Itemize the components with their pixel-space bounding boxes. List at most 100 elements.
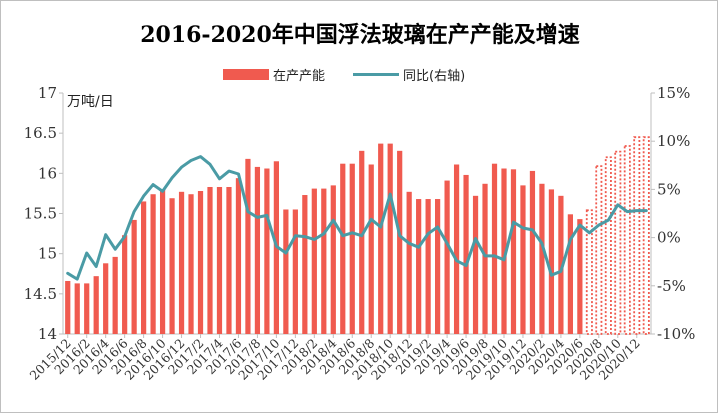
yoy-point: [417, 246, 420, 249]
bar-projected: [642, 136, 650, 335]
yoy-point: [113, 247, 117, 251]
bar: [131, 219, 137, 334]
line-series: [66, 155, 648, 281]
bar: [529, 170, 536, 334]
bar: [159, 189, 166, 334]
bar: [235, 178, 242, 334]
yoy-point: [379, 225, 382, 229]
yoy-point: [616, 203, 620, 207]
bar: [539, 183, 545, 334]
yoy-point: [455, 259, 458, 262]
yoy-point: [303, 235, 307, 238]
bar: [84, 283, 90, 334]
y-tick-label-left: 14.5: [24, 285, 57, 303]
bar: [359, 150, 365, 334]
bar: [501, 168, 507, 334]
yoy-point: [521, 226, 525, 230]
bar: [406, 191, 412, 334]
yoy-point: [189, 159, 193, 162]
bar: [93, 276, 99, 334]
yoy-point: [237, 172, 240, 176]
bar: [387, 143, 393, 334]
yoy-point: [540, 242, 544, 245]
yoy-point: [578, 223, 582, 227]
bar: [491, 163, 498, 334]
yoy-point: [85, 251, 88, 255]
bar: [558, 195, 564, 334]
legend-label-line: 同比(右轴): [403, 69, 465, 84]
yoy-point: [275, 245, 278, 248]
bar: [397, 150, 403, 334]
bar: [150, 194, 156, 334]
yoy-point: [464, 264, 468, 267]
yoy-point: [531, 228, 534, 232]
yoy-point: [407, 242, 411, 245]
bar: [577, 219, 583, 334]
yoy-point: [66, 272, 69, 275]
yoy-point: [208, 163, 212, 166]
bar: [567, 214, 573, 334]
bar: [207, 186, 213, 334]
legend-swatch-bar: [223, 69, 269, 80]
yoy-point: [227, 169, 231, 173]
yoy-line: [66, 155, 648, 281]
y-tick-label-left: 16.5: [24, 124, 57, 142]
bar: [216, 186, 223, 334]
y-tick-label-right: 0%: [657, 229, 681, 247]
yoy-point: [170, 176, 174, 180]
yoy-point: [256, 216, 259, 219]
bar: [302, 195, 308, 334]
bar: [169, 198, 175, 334]
bar-projected: [623, 145, 631, 335]
bar: [340, 163, 346, 334]
bar: [245, 158, 251, 334]
yoy-point: [246, 210, 250, 213]
bar: [444, 180, 450, 334]
y-tick-label-left: 15: [38, 245, 57, 263]
yoy-point: [607, 219, 610, 222]
bar: [65, 280, 71, 334]
y-tick-label-left: 15.5: [24, 205, 57, 223]
yoy-point: [474, 237, 477, 240]
bar: [188, 194, 194, 334]
yoy-point: [426, 232, 430, 235]
yoy-point: [94, 265, 98, 268]
bar: [416, 199, 422, 334]
yoy-point: [265, 214, 269, 217]
yoy-point: [436, 225, 439, 229]
yoy-point: [151, 183, 155, 186]
legend: 在产产能 同比(右轴): [223, 69, 465, 84]
yoy-point: [569, 238, 572, 241]
bar: [321, 188, 327, 334]
yoy-point: [123, 235, 126, 238]
yoy-point: [512, 220, 515, 224]
yoy-point: [493, 254, 496, 258]
yoy-point: [635, 209, 638, 212]
bar-projected: [585, 209, 593, 335]
bar: [292, 209, 298, 334]
bar: [254, 166, 261, 334]
yoy-point: [351, 231, 354, 234]
bar: [103, 263, 109, 334]
bar: [548, 189, 555, 334]
bar: [283, 209, 289, 334]
bar: [463, 174, 469, 334]
yoy-point: [294, 234, 297, 237]
bar: [122, 235, 128, 334]
yoy-point: [76, 277, 79, 281]
y-tick-label-right: 10%: [657, 132, 690, 150]
yoy-point: [199, 155, 202, 158]
bar-projected: [614, 150, 622, 335]
y-tick-label-right: 15%: [657, 84, 690, 102]
bar: [520, 185, 526, 334]
y-tick-label-right: -10%: [657, 325, 695, 343]
yoy-point: [104, 233, 107, 236]
bar: [112, 256, 118, 334]
yoy-point: [559, 270, 563, 273]
bar: [141, 201, 147, 334]
bar: [349, 163, 355, 334]
yoy-point: [332, 219, 335, 222]
yoy-point: [180, 166, 183, 169]
